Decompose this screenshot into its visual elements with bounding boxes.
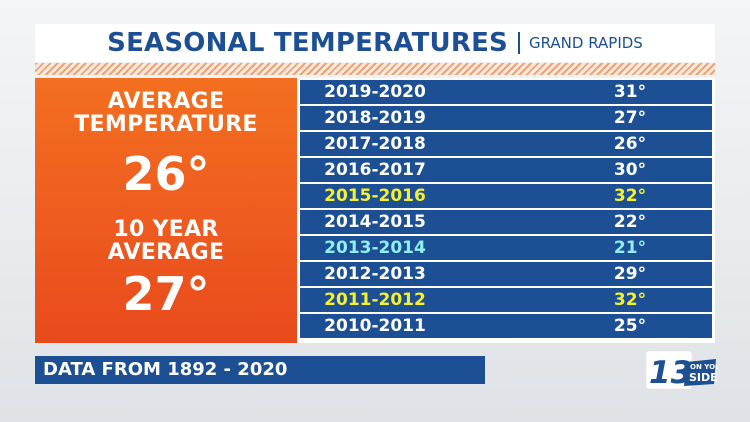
season-cell: 2010-2011 xyxy=(324,316,426,336)
season-cell: 2016-2017 xyxy=(324,160,426,180)
season-cell: 2011-2012 xyxy=(324,290,426,310)
station-logo: 13 ON YOUR SIDE xyxy=(646,350,718,390)
temperature-cell: 25° xyxy=(613,316,647,336)
temperature-cell: 22° xyxy=(613,212,647,232)
season-cell: 2015-2016 xyxy=(324,186,426,206)
ten-year-label-line2: AVERAGE xyxy=(107,240,225,265)
ten-year-average-label: 10 YEAR AVERAGE xyxy=(35,218,297,264)
summary-panel: AVERAGE TEMPERATURE 26° 10 YEAR AVERAGE … xyxy=(35,78,297,343)
table-row: 2016-2017 30° xyxy=(300,158,712,182)
average-label-line1: AVERAGE xyxy=(107,89,225,114)
title-separator xyxy=(517,32,520,54)
data-source-bar: DATA FROM 1892 - 2020 xyxy=(35,356,485,384)
temperature-cell: 31° xyxy=(613,82,647,102)
season-cell: 2018-2019 xyxy=(324,108,426,128)
season-cell: 2012-2013 xyxy=(324,264,426,284)
logo-tagline-line2: SIDE xyxy=(689,371,718,384)
season-cell: 2017-2018 xyxy=(324,134,426,154)
table-row: 2014-2015 22° xyxy=(300,210,712,234)
average-label-line2: TEMPERATURE xyxy=(74,112,258,137)
season-cell: 2019-2020 xyxy=(324,82,426,102)
table-row: 2019-2020 31° xyxy=(300,80,712,104)
table-row: 2018-2019 27° xyxy=(300,106,712,130)
table-row: 2010-2011 25° xyxy=(300,314,712,338)
table-row-warm-highlight: 2011-2012 32° xyxy=(300,288,712,312)
season-cell: 2013-2014 xyxy=(324,238,426,258)
temperature-cell: 32° xyxy=(613,290,647,310)
table-row: 2017-2018 26° xyxy=(300,132,712,156)
logo-tagline-line1: ON YOUR xyxy=(690,363,718,371)
temperature-cell: 26° xyxy=(613,134,647,154)
temperature-cell: 21° xyxy=(613,238,647,258)
temperature-cell: 29° xyxy=(613,264,647,284)
ten-year-average-value: 27° xyxy=(122,267,210,321)
hatched-divider xyxy=(35,63,715,75)
temperature-cell: 27° xyxy=(613,108,647,128)
logo-banner-shape xyxy=(684,359,716,386)
table-row-warm-highlight: 2015-2016 32° xyxy=(300,184,712,208)
average-temperature-value: 26° xyxy=(122,147,210,201)
ten-year-label-line1: 10 YEAR xyxy=(113,217,219,242)
seasons-table: 2019-2020 31° 2018-2019 27° 2017-2018 26… xyxy=(297,78,715,343)
temperature-cell: 30° xyxy=(613,160,647,180)
location-subtitle: GRAND RAPIDS xyxy=(528,34,643,52)
average-temperature-label: AVERAGE TEMPERATURE xyxy=(35,90,297,136)
temperature-cell: 32° xyxy=(613,186,647,206)
table-row-cold-highlight: 2013-2014 21° xyxy=(300,236,712,260)
title-band: SEASONAL TEMPERATURES GRAND RAPIDS xyxy=(35,24,715,62)
table-row: 2012-2013 29° xyxy=(300,262,712,286)
season-cell: 2014-2015 xyxy=(324,212,426,232)
page-title: SEASONAL TEMPERATURES xyxy=(107,28,508,58)
